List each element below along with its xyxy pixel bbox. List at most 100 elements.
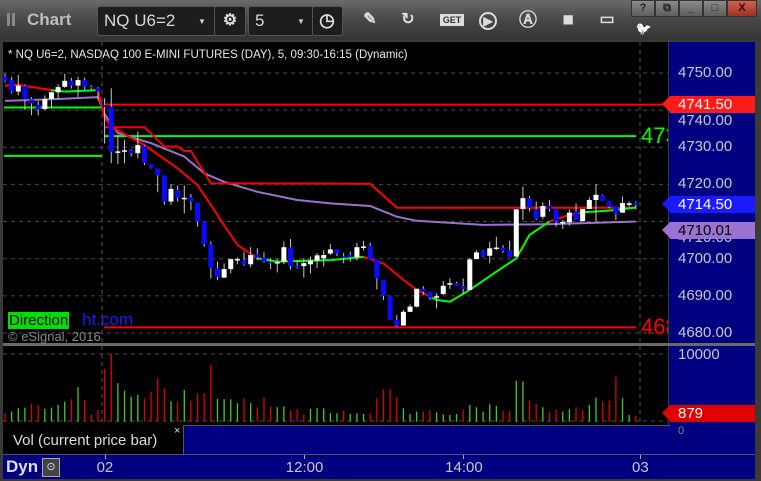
candle-body: [35, 104, 41, 110]
candle-body: [128, 149, 134, 154]
twitter-icon[interactable]: 🐦: [635, 21, 653, 36]
pane-splitter[interactable]: [3, 343, 755, 346]
symbol-combo[interactable]: NQ U6=2 ▼: [97, 6, 217, 36]
fast-ma-segment: [236, 244, 258, 260]
candle-body: [268, 261, 274, 264]
interval-combo[interactable]: 5 ▼: [248, 6, 314, 36]
candle-body: [22, 85, 28, 100]
fast-ma-segment: [449, 289, 471, 303]
price-tick-label: 4730.00: [678, 138, 733, 156]
volume-tick-label: 10000: [678, 346, 720, 363]
window-controls: ? ⧉ _ □ X: [631, 0, 757, 17]
candle-body: [560, 221, 566, 224]
close-study-button[interactable]: ×: [174, 425, 181, 437]
candle-body: [221, 269, 227, 278]
candle-body: [626, 203, 632, 205]
volume-tick-label: 0: [678, 425, 685, 437]
fast-ma-segment: [469, 275, 491, 291]
candle-body: [573, 211, 579, 221]
candle-body: [500, 247, 506, 251]
maximize-button[interactable]: □: [703, 0, 727, 17]
dynamic-mode-label[interactable]: Dyn: [6, 457, 39, 476]
time-axis[interactable]: [3, 454, 755, 479]
candle-body: [600, 195, 606, 201]
candle-body: [566, 212, 572, 223]
candle-body: [493, 247, 499, 250]
toolbar: Chart NQ U6=2 ▼ ⚙ 5 ▼ ◷ ✎ ↻ GET ▶ Ⓐ ◆ ▭ …: [0, 0, 761, 40]
volume-pane[interactable]: [3, 346, 668, 425]
candle-body: [440, 285, 446, 294]
play-icon[interactable]: ▶: [479, 12, 497, 30]
volume-label-box: [3, 425, 183, 454]
candle-body: [241, 260, 247, 265]
candle-body: [68, 80, 74, 86]
study-icon[interactable]: ↻: [401, 11, 415, 28]
fast-ma-segment: [363, 255, 384, 265]
candle-body: [314, 255, 320, 261]
help-button[interactable]: ?: [631, 0, 655, 17]
window-title: Chart: [27, 10, 72, 29]
candle-body: [122, 150, 128, 152]
pencil-icon[interactable]: ✎: [363, 11, 377, 28]
fast-ma-segment: [402, 279, 418, 291]
drag-grip-icon[interactable]: [7, 13, 10, 26]
clock-icon: ◷: [319, 10, 335, 30]
candle-body: [633, 202, 639, 205]
copyright: © eSignal, 2016: [8, 329, 101, 344]
candle-body: [195, 202, 201, 222]
candle-body: [593, 194, 599, 201]
candle-body: [181, 197, 187, 200]
get-icon[interactable]: GET: [440, 14, 464, 26]
candle-body: [327, 249, 333, 254]
candle-body: [400, 311, 406, 326]
candle-body: [82, 80, 88, 87]
candle-body: [307, 260, 313, 265]
candle-body: [520, 198, 526, 209]
watermark-logo: Direction: [8, 312, 70, 329]
slow-ma-line: [4, 96, 99, 102]
volume-legend-area: [183, 425, 670, 454]
fast-ma-segment: [595, 209, 616, 213]
restore-button[interactable]: ⧉: [655, 0, 679, 17]
candle-body: [135, 145, 141, 154]
candle-body: [540, 205, 546, 217]
fast-ma-segment: [96, 89, 106, 118]
slow-ma-line: [103, 113, 636, 226]
price-tick-label: 4700.00: [678, 249, 733, 267]
price-tick-label: 4720.00: [678, 175, 733, 193]
candle-body: [95, 88, 101, 92]
candle-body: [361, 246, 367, 248]
time-tick-label: 03: [632, 459, 649, 476]
close-button[interactable]: X: [727, 0, 757, 17]
candle-body: [102, 104, 108, 107]
candle-body: [214, 268, 220, 277]
gear-icon: ⚙: [222, 12, 238, 29]
fast-ma-segment: [330, 255, 364, 262]
candle-body: [334, 249, 340, 254]
candle-body: [454, 283, 460, 286]
time-template-button[interactable]: ◷: [312, 6, 343, 36]
candle-body: [48, 92, 54, 99]
price-tag: 4714.50: [662, 196, 755, 214]
comment-icon[interactable]: ▭: [599, 11, 615, 28]
candle-body: [115, 151, 121, 153]
candle-body: [394, 319, 400, 326]
minimize-button[interactable]: _: [679, 0, 703, 17]
candle-body: [155, 168, 161, 176]
candle-body: [141, 146, 147, 163]
candle-body: [447, 283, 453, 285]
symbol-settings-button[interactable]: ⚙: [214, 6, 246, 36]
price-pane[interactable]: [3, 42, 668, 343]
interval-input[interactable]: 5: [255, 11, 265, 30]
time-tick-label: 02: [96, 459, 114, 476]
candle-body: [55, 87, 61, 93]
candle-body: [527, 198, 533, 208]
fast-ma-segment: [223, 224, 239, 246]
chevron-down-icon[interactable]: ▼: [297, 17, 305, 26]
symbol-input[interactable]: NQ U6=2: [104, 11, 176, 30]
candle-body: [513, 209, 519, 257]
candle-body: [354, 247, 360, 258]
alert-icon[interactable]: Ⓐ: [519, 10, 537, 30]
chevron-down-icon[interactable]: ▼: [198, 17, 206, 26]
lock-icon[interactable]: ⊙: [42, 458, 60, 477]
